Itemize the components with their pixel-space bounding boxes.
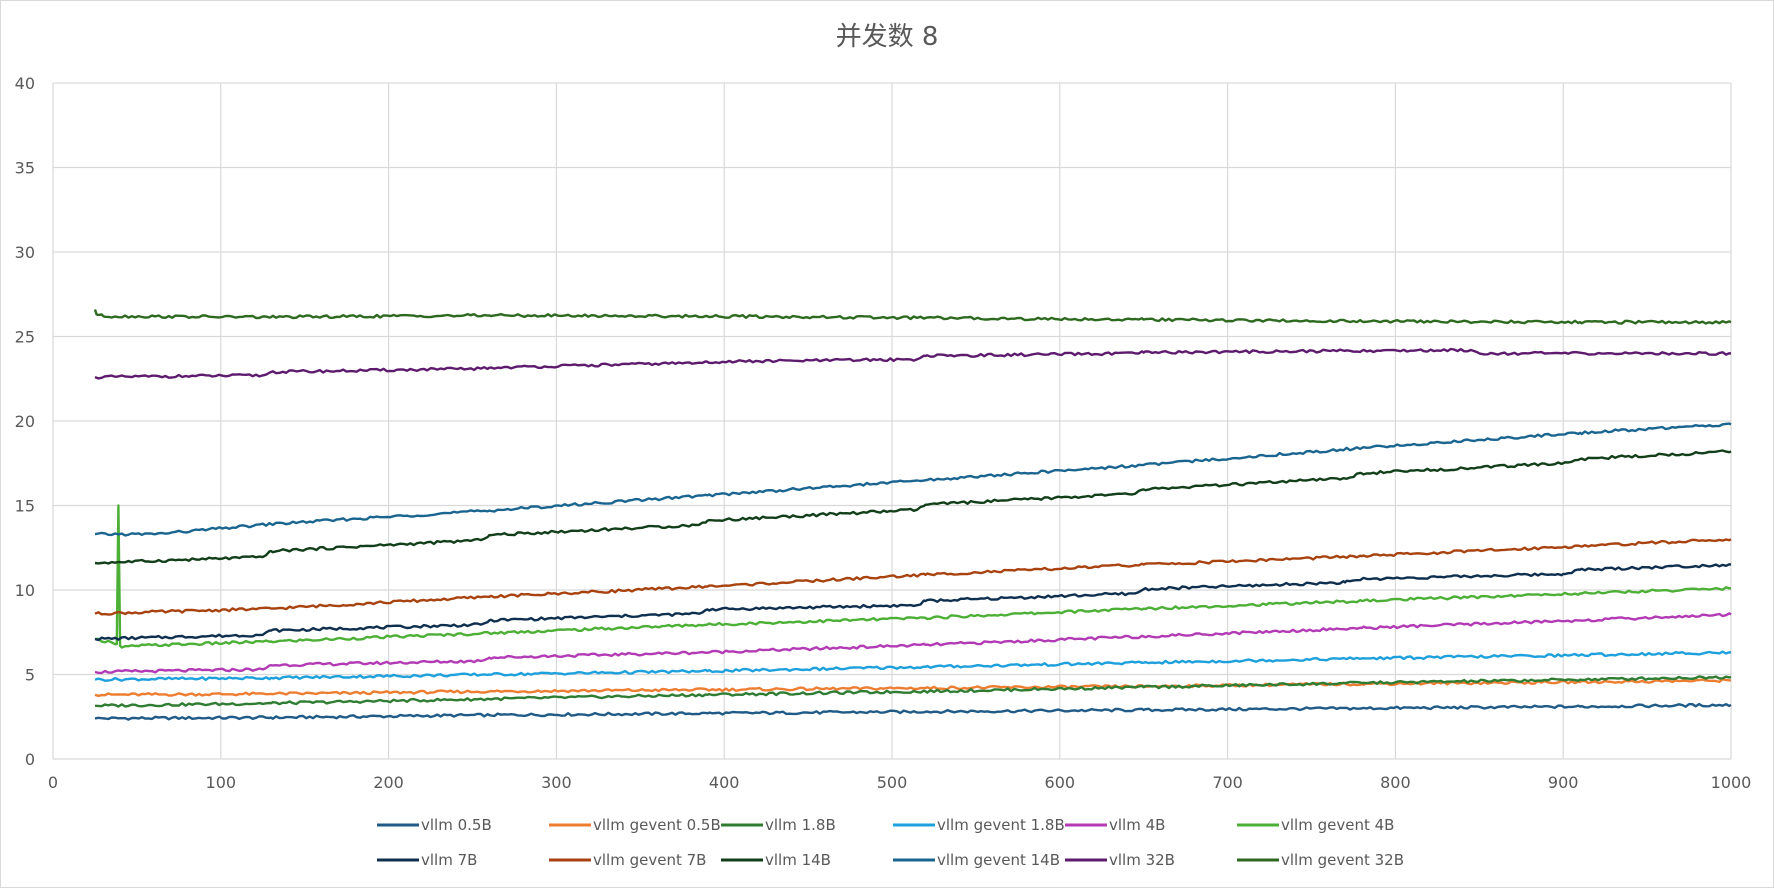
y-tick-label: 15 [15, 497, 35, 516]
series-line-11 [93, 309, 1732, 325]
legend-label: vllm 4B [1109, 816, 1165, 834]
x-tick-label: 400 [709, 773, 740, 792]
y-tick-label: 10 [15, 581, 35, 600]
legend-label: vllm 7B [421, 851, 477, 869]
x-tick-label: 100 [206, 773, 237, 792]
legend-label: vllm 0.5B [421, 816, 492, 834]
y-tick-label: 5 [25, 666, 35, 685]
series-line-3 [94, 650, 1732, 682]
series-lines [93, 309, 1732, 721]
series-line-6 [94, 563, 1732, 642]
y-tick-label: 0 [25, 750, 35, 769]
y-tick-label: 40 [15, 74, 35, 93]
y-tick-label: 30 [15, 243, 35, 262]
chart-title: 并发数 8 [836, 22, 939, 52]
series-line-0 [94, 702, 1732, 721]
series-line-7 [94, 538, 1732, 616]
series-line-5 [94, 504, 1731, 649]
x-tick-label: 500 [877, 773, 908, 792]
legend-label: vllm 32B [1109, 851, 1175, 869]
x-tick-label: 200 [373, 773, 404, 792]
x-tick-label: 600 [1045, 773, 1076, 792]
x-tick-label: 300 [541, 773, 572, 792]
legend-label: vllm gevent 7B [593, 851, 706, 869]
y-tick-label: 20 [15, 412, 35, 431]
x-tick-label: 1000 [1711, 773, 1752, 792]
x-tick-label: 0 [48, 773, 58, 792]
x-tick-label: 900 [1548, 773, 1579, 792]
legend-label: vllm gevent 0.5B [593, 816, 721, 834]
legend-label: vllm 1.8B [765, 816, 836, 834]
y-tick-label: 25 [15, 328, 35, 347]
legend-label: vllm gevent 4B [1281, 816, 1394, 834]
legend: vllm 0.5B vllm gevent 0.5B vllm 1.8B vllm g… [377, 816, 1404, 869]
x-tick-label: 700 [1212, 773, 1243, 792]
series-line-1 [94, 678, 1732, 698]
series-line-10 [94, 347, 1732, 380]
x-tick-label: 800 [1380, 773, 1411, 792]
legend-label: vllm gevent 1.8B [937, 816, 1065, 834]
series-line-8 [94, 449, 1732, 565]
series-line-9 [94, 422, 1732, 537]
legend-label: vllm gevent 32B [1281, 851, 1404, 869]
series-line-4 [94, 612, 1732, 675]
series-line-2 [94, 675, 1732, 708]
y-tick-label: 35 [15, 159, 35, 178]
gridlines [52, 82, 1732, 760]
legend-label: vllm gevent 14B [937, 851, 1060, 869]
legend-label: vllm 14B [765, 851, 831, 869]
